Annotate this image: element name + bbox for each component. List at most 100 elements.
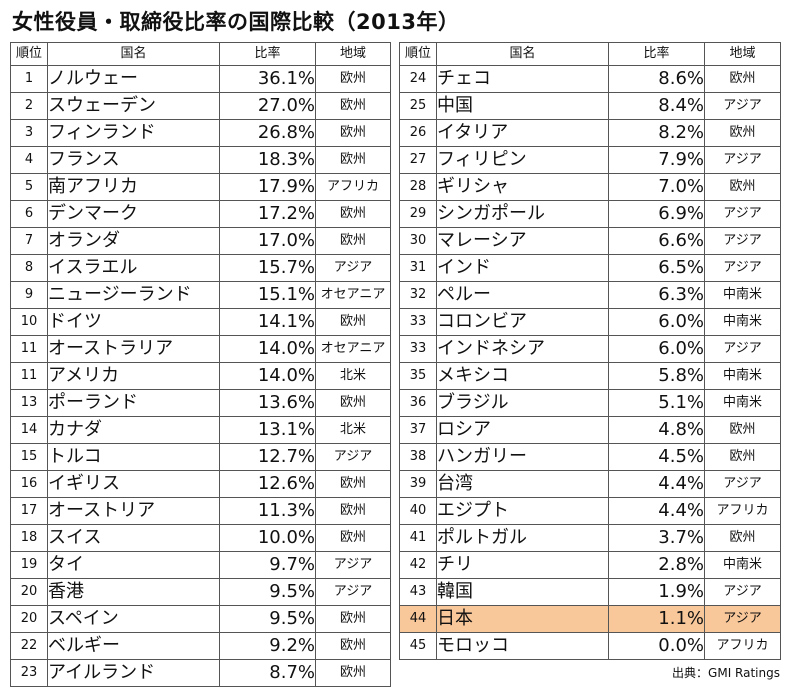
header-ratio: 比率 [219,42,316,66]
ratio-cell: 6.0% [608,335,705,363]
ratio-cell: 8.4% [608,92,705,120]
table-row: 44 日本 1.1% アジア [399,605,781,633]
country-cell: スペイン [47,605,220,633]
region-cell: 欧州 [315,497,391,525]
country-cell: ペルー [436,281,609,309]
ratio-cell: 6.5% [608,254,705,282]
rank-cell: 25 [399,92,437,120]
rank-cell: 29 [399,200,437,228]
region-cell: 欧州 [315,524,391,552]
country-cell: 香港 [47,578,220,606]
region-cell: 欧州 [315,65,391,93]
header-region: 地域 [315,42,391,66]
table-row: 33 コロンビア 6.0% 中南米 [399,308,781,336]
table-header-row: 順位 国名 比率 地域 [10,42,391,66]
header-region: 地域 [704,42,781,66]
region-cell: アジア [704,200,781,228]
rank-cell: 2 [10,92,48,120]
country-cell: 韓国 [436,578,609,606]
rank-cell: 39 [399,470,437,498]
header-country: 国名 [47,42,220,66]
table-row: 38 ハンガリー 4.5% 欧州 [399,443,781,471]
table-row: 36 ブラジル 5.1% 中南米 [399,389,781,417]
rank-cell: 15 [10,443,48,471]
country-cell: 南アフリカ [47,173,220,201]
table-row: 10 ドイツ 14.1% 欧州 [10,308,391,336]
region-cell: 欧州 [315,146,391,174]
rank-cell: 6 [10,200,48,228]
region-cell: オセアニア [315,281,391,309]
region-cell: 欧州 [704,119,781,147]
table-row: 22 ベルギー 9.2% 欧州 [10,632,391,660]
table-row: 33 インドネシア 6.0% アジア [399,335,781,363]
country-cell: オーストリア [47,497,220,525]
ratio-cell: 13.1% [219,416,316,444]
page-title: 女性役員・取締役比率の国際比較（2013年） [12,10,460,34]
region-cell: アジア [704,335,781,363]
ratio-cell: 18.3% [219,146,316,174]
ratio-cell: 14.0% [219,362,316,390]
ratio-cell: 1.9% [608,578,705,606]
region-cell: アジア [704,92,781,120]
ratio-cell: 14.0% [219,335,316,363]
table-row: 42 チリ 2.8% 中南米 [399,551,781,579]
table-row: 40 エジプト 4.4% アフリカ [399,497,781,525]
country-cell: アメリカ [47,362,220,390]
ratio-cell: 5.1% [608,389,705,417]
country-cell: トルコ [47,443,220,471]
ratio-cell: 5.8% [608,362,705,390]
country-cell: ニュージーランド [47,281,220,309]
table-row: 41 ポルトガル 3.7% 欧州 [399,524,781,552]
rank-cell: 42 [399,551,437,579]
rank-cell: 8 [10,254,48,282]
rank-cell: 9 [10,281,48,309]
rank-cell: 33 [399,335,437,363]
country-cell: タイ [47,551,220,579]
ratio-cell: 8.2% [608,119,705,147]
ratio-cell: 8.6% [608,65,705,93]
rank-cell: 11 [10,335,48,363]
country-cell: フィンランド [47,119,220,147]
header-rank: 順位 [399,42,437,66]
country-cell: スイス [47,524,220,552]
country-cell: ポーランド [47,389,220,417]
rank-cell: 45 [399,632,437,660]
country-cell: ギリシャ [436,173,609,201]
table-body-right: 24 チェコ 8.6% 欧州 25 中国 8.4% アジア 26 イタリア 8.2% 欧州 27 フィリピ… [399,65,781,660]
country-cell: コロンビア [436,308,609,336]
region-cell: 欧州 [315,200,391,228]
region-cell: アジア [704,578,781,606]
rank-cell: 35 [399,362,437,390]
country-cell: ポルトガル [436,524,609,552]
rank-cell: 40 [399,497,437,525]
ratio-cell: 26.8% [219,119,316,147]
region-cell: アフリカ [704,632,781,660]
region-cell: 欧州 [315,605,391,633]
rank-cell: 18 [10,524,48,552]
rank-cell: 20 [10,578,48,606]
header-ratio: 比率 [608,42,705,66]
table-row: 4 フランス 18.3% 欧州 [10,146,391,174]
region-cell: 中南米 [704,308,781,336]
country-cell: デンマーク [47,200,220,228]
rank-cell: 17 [10,497,48,525]
region-cell: 中南米 [704,551,781,579]
table-row: 26 イタリア 8.2% 欧州 [399,119,781,147]
region-cell: 欧州 [315,632,391,660]
rank-cell: 22 [10,632,48,660]
ratio-cell: 7.0% [608,173,705,201]
ratio-cell: 11.3% [219,497,316,525]
table-row: 2 スウェーデン 27.0% 欧州 [10,92,391,120]
country-cell: チリ [436,551,609,579]
ratio-cell: 15.7% [219,254,316,282]
table-row: 18 スイス 10.0% 欧州 [10,524,391,552]
ratio-cell: 6.0% [608,308,705,336]
country-cell: ドイツ [47,308,220,336]
table-row: 32 ペルー 6.3% 中南米 [399,281,781,309]
rank-cell: 24 [399,65,437,93]
region-cell: 欧州 [704,416,781,444]
ratio-cell: 4.4% [608,470,705,498]
region-cell: 欧州 [315,119,391,147]
country-cell: オーストラリア [47,335,220,363]
region-cell: 欧州 [315,389,391,417]
